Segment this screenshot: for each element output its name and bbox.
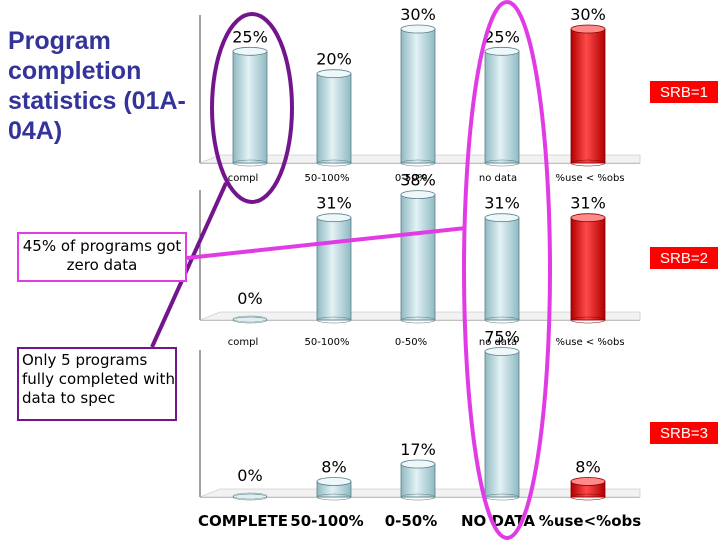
category-label: %use<%obs <box>539 512 641 530</box>
completed-connector <box>150 182 228 348</box>
category-label: NO DATA <box>461 512 535 530</box>
bar-top <box>484 46 520 56</box>
data-label: 75% <box>484 328 520 347</box>
bar-base <box>232 316 268 324</box>
bar-base <box>400 316 436 324</box>
category-label: compl <box>228 173 258 184</box>
data-label: 31% <box>570 194 606 213</box>
bar <box>316 217 352 321</box>
bar-base <box>232 493 268 501</box>
category-label: 50-100% <box>290 512 363 530</box>
bar-top <box>316 477 352 486</box>
srb-label-box <box>650 422 718 444</box>
slide-title: Program completion statistics (01A-04A) <box>8 27 186 145</box>
bar-base <box>570 316 606 324</box>
bar-top <box>232 46 268 56</box>
bar-top <box>570 213 606 223</box>
data-label: 30% <box>570 5 606 24</box>
bar <box>484 217 520 321</box>
data-label: 20% <box>316 50 352 69</box>
srb-chart-1: 25% compl 20% 50-100% 30% 0-50% 25% no data 30%%… <box>199 5 718 184</box>
bar <box>400 194 436 321</box>
bar <box>400 28 436 164</box>
bar <box>570 217 606 321</box>
bar-base <box>316 159 352 167</box>
bar-base <box>484 316 520 324</box>
zero-data-connector <box>186 226 467 260</box>
category-label: %use < %obs <box>555 337 624 348</box>
srb-label: SRB=1 <box>660 84 708 101</box>
bar-top <box>570 477 606 486</box>
bar <box>484 351 520 498</box>
category-label: 0-50% <box>395 337 427 348</box>
no-data-column-ellipse <box>462 0 552 540</box>
bar <box>570 28 606 164</box>
data-label: 0% <box>237 466 262 485</box>
srb-label-box <box>650 81 718 103</box>
bar <box>316 73 352 164</box>
category-label: 0-50% <box>395 173 427 184</box>
completed-programs-note: Only 5 programs fully completed with dat… <box>17 347 177 421</box>
category-label: compl <box>228 337 258 348</box>
category-label: 0-50% <box>385 512 438 530</box>
category-label: 50-100% <box>305 337 350 348</box>
bar-top <box>484 213 520 223</box>
bar-top <box>570 24 606 34</box>
bar <box>400 463 436 498</box>
bar-base <box>484 159 520 167</box>
bar-top <box>316 69 352 79</box>
bar-top <box>484 347 520 356</box>
bar-base <box>316 316 352 324</box>
category-label: %use < %obs <box>555 173 624 184</box>
bar-top <box>400 24 436 34</box>
bar-top <box>400 190 436 200</box>
bar-base <box>400 493 436 501</box>
category-label: no data <box>479 173 517 184</box>
compl-column-ellipse <box>210 12 294 204</box>
data-label: 25% <box>484 27 520 46</box>
bar-top <box>400 459 436 469</box>
bar-base <box>400 159 436 167</box>
zero-data-note: 45% of programs got zero data <box>17 232 187 282</box>
srb-label: SRB=3 <box>660 425 708 442</box>
srb-label: SRB=2 <box>660 250 708 267</box>
bar <box>484 50 520 164</box>
bar-base <box>316 493 352 501</box>
bar-top <box>316 213 352 223</box>
bar-base <box>570 159 606 167</box>
data-label: 8% <box>575 457 600 476</box>
srb-label-box <box>650 247 718 269</box>
category-label: COMPLETE <box>198 512 288 530</box>
data-label: 31% <box>316 194 352 213</box>
bar-base <box>570 493 606 501</box>
data-label: 25% <box>232 27 268 46</box>
data-label: 30% <box>400 5 436 24</box>
srb-chart-3: 0% COMPLETE 8% 50-100% 17% 0-50% 75% NO DATA 8%%… <box>198 328 718 530</box>
category-label: 50-100% <box>305 173 350 184</box>
data-label: 8% <box>321 457 346 476</box>
data-label: 31% <box>484 194 520 213</box>
data-label: 17% <box>400 440 436 459</box>
bar-base <box>232 159 268 167</box>
bar <box>232 50 268 164</box>
data-label: 38% <box>400 171 436 190</box>
data-label: 0% <box>237 289 262 308</box>
category-label: no data <box>479 337 517 348</box>
